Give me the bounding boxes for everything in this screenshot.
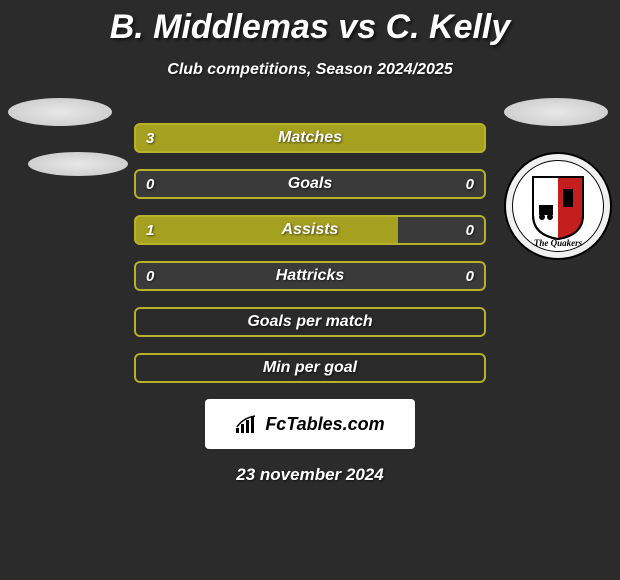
club-banner-text: The Quakers bbox=[513, 238, 603, 248]
bar-label: Assists bbox=[134, 215, 486, 245]
bar-label: Min per goal bbox=[134, 353, 486, 383]
bar-label: Goals per match bbox=[134, 307, 486, 337]
bar-label: Matches bbox=[134, 123, 486, 153]
club-badge-right: The Quakers bbox=[504, 152, 612, 260]
avatar-placeholder-shadow bbox=[28, 152, 128, 176]
player-right-avatar: The Quakers bbox=[504, 98, 612, 260]
bar-label: Hattricks bbox=[134, 261, 486, 291]
source-attribution: FcTables.com bbox=[205, 399, 415, 449]
avatar-placeholder-shadow bbox=[8, 98, 112, 126]
stat-bar-row: 00Goals bbox=[134, 169, 486, 199]
bar-label: Goals bbox=[134, 169, 486, 199]
stat-bar-row: 10Assists bbox=[134, 215, 486, 245]
stat-bar-row: Min per goal bbox=[134, 353, 486, 383]
stat-bar-row: 3Matches bbox=[134, 123, 486, 153]
comparison-subtitle: Club competitions, Season 2024/2025 bbox=[0, 61, 620, 79]
fctables-logo-icon bbox=[235, 414, 259, 434]
stat-bar-row: 00Hattricks bbox=[134, 261, 486, 291]
comparison-title: B. Middlemas vs C. Kelly bbox=[0, 0, 620, 47]
avatar-placeholder-shadow bbox=[504, 98, 608, 126]
player-left-avatar bbox=[8, 98, 128, 202]
stats-bars: 3Matches 00Goals 10Assists 00Hattricks Goals… bbox=[134, 123, 486, 383]
source-text: FcTables.com bbox=[265, 414, 384, 435]
shield-icon bbox=[529, 175, 587, 241]
comparison-date: 23 november 2024 bbox=[0, 465, 620, 485]
stat-bar-row: Goals per match bbox=[134, 307, 486, 337]
